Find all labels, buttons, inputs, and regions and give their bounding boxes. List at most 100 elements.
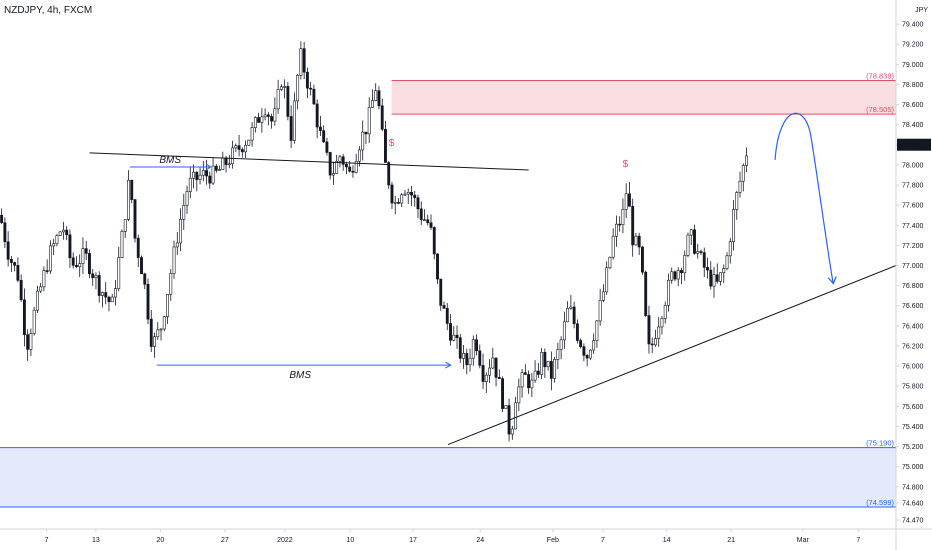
price-tick-label: 75.400 xyxy=(902,424,924,431)
candle xyxy=(735,192,739,210)
time-tick-label: Mar xyxy=(797,537,810,544)
candle xyxy=(722,268,726,273)
time-tick-label: 20 xyxy=(156,537,164,544)
candle xyxy=(299,48,303,76)
candle xyxy=(644,271,648,316)
candle xyxy=(45,270,49,272)
candle xyxy=(452,334,456,341)
candle xyxy=(540,351,544,375)
candle xyxy=(650,343,654,346)
candle xyxy=(680,270,683,274)
candle xyxy=(579,340,583,347)
candle xyxy=(475,339,478,352)
candle xyxy=(449,323,452,341)
candle xyxy=(101,292,104,296)
candle xyxy=(325,141,329,153)
candle xyxy=(455,334,459,338)
candle xyxy=(478,350,482,366)
candle xyxy=(26,334,30,350)
chart-title: NZDJPY, 4h, FXCM xyxy=(4,5,93,16)
candle xyxy=(371,100,374,108)
candle xyxy=(270,116,274,122)
candle xyxy=(13,262,17,266)
candle xyxy=(637,235,641,248)
candle xyxy=(660,318,664,328)
candle xyxy=(250,127,254,141)
projection-curve xyxy=(774,112,834,284)
candle xyxy=(61,229,65,233)
candle xyxy=(107,296,111,303)
candles-layer xyxy=(0,41,748,442)
candle xyxy=(686,234,690,256)
candle xyxy=(517,386,521,404)
candle xyxy=(364,131,368,135)
candle xyxy=(520,372,524,388)
current-price-label: 78.201 xyxy=(900,142,922,149)
candle xyxy=(221,157,225,170)
candle xyxy=(39,286,43,292)
candle xyxy=(276,89,280,110)
candle xyxy=(384,128,387,163)
candle xyxy=(673,271,677,280)
candle xyxy=(588,349,592,359)
candle xyxy=(283,86,287,88)
candle xyxy=(312,88,316,105)
candle xyxy=(289,116,293,141)
time-tick-label: 7 xyxy=(856,537,860,544)
candle xyxy=(494,357,498,378)
candle xyxy=(419,208,423,221)
candle xyxy=(741,165,745,182)
candle xyxy=(745,155,748,166)
candle xyxy=(52,243,56,247)
annotations-layer: BMS BMS $ $ xyxy=(129,112,837,381)
price-tick-label: 77.200 xyxy=(902,243,924,250)
candle xyxy=(504,405,508,409)
candle xyxy=(728,241,732,257)
price-tick-label: 75.600 xyxy=(902,404,924,411)
candle xyxy=(156,329,160,338)
price-tick-label: 74.640 xyxy=(902,500,924,507)
candle xyxy=(354,160,358,173)
price-tick-label: 74.800 xyxy=(902,484,924,491)
candle xyxy=(426,219,430,224)
candle xyxy=(123,219,127,232)
candle xyxy=(429,222,433,228)
candle xyxy=(172,246,176,274)
candle xyxy=(627,193,631,207)
candle xyxy=(331,173,335,176)
candle xyxy=(162,316,166,330)
candle xyxy=(266,114,270,117)
candle xyxy=(84,248,88,254)
candle xyxy=(159,328,163,331)
zones-layer: (78.839) (78.505) (75.190) (74.599) xyxy=(0,72,896,508)
candle xyxy=(683,255,687,274)
price-axis[interactable]: 79.400 79.200 79.000 78.800 78.600 78.400 78.2… xyxy=(895,0,931,550)
candle xyxy=(413,194,417,199)
candle xyxy=(240,149,244,153)
candle xyxy=(351,170,355,173)
candle xyxy=(390,184,394,204)
candle xyxy=(218,169,222,171)
candle xyxy=(88,253,91,275)
candle xyxy=(621,208,625,226)
time-tick-label: Feb xyxy=(547,537,559,544)
candle xyxy=(344,164,348,168)
price-tick-label: 79.200 xyxy=(902,42,924,49)
candle xyxy=(140,257,143,275)
candle xyxy=(654,338,657,346)
candle xyxy=(32,309,36,334)
candle xyxy=(198,174,202,180)
price-tick-label: 76.000 xyxy=(902,364,924,371)
candle xyxy=(19,280,23,301)
candle xyxy=(292,100,296,141)
candle xyxy=(201,170,205,176)
candle xyxy=(3,222,7,243)
candle xyxy=(595,320,599,341)
candle xyxy=(416,197,420,210)
price-tick-label: 77.400 xyxy=(902,223,924,230)
candle xyxy=(237,145,241,150)
time-axis[interactable]: 7 13 20 27 2022 10 17 24 Feb 7 14 21 Mar 7 xyxy=(0,528,932,544)
candle xyxy=(286,86,290,117)
upper-descending-trendline xyxy=(89,152,529,171)
